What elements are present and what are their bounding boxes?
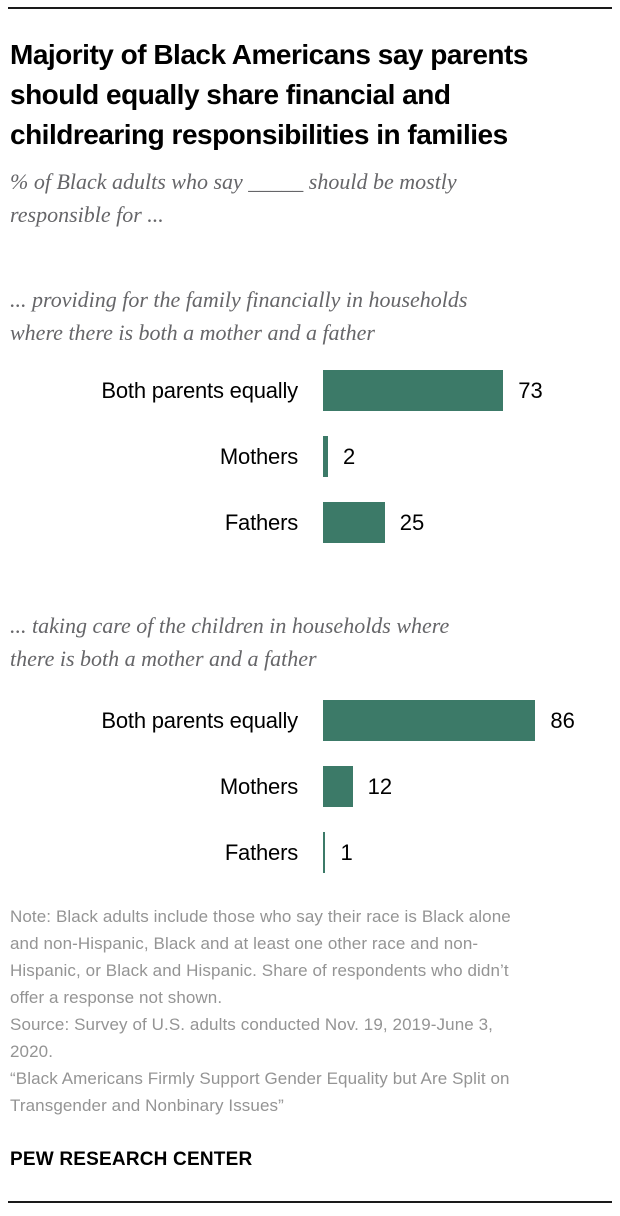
bar-row-fathers: Fathers 1	[10, 832, 610, 873]
chart-financial-title-line-2: where there is both a mother and a fathe…	[10, 320, 375, 345]
chart-financial-responsibility: ... providing for the family financially…	[10, 283, 610, 543]
bar-row-both-parents: Both parents equally 86	[10, 700, 610, 741]
note-line: and non-Hispanic, Black and at least one…	[10, 934, 479, 953]
subtitle-line-1: % of Black adults who say _____ should b…	[10, 169, 457, 194]
top-rule	[8, 7, 612, 9]
bar-row-mothers: Mothers 2	[10, 436, 610, 477]
bar-label: Both parents equally	[101, 707, 298, 733]
note-line: Hispanic, or Black and Hispanic. Share o…	[10, 961, 509, 980]
source-line: 2020.	[10, 1042, 54, 1061]
bar-row-fathers: Fathers 25	[10, 502, 610, 543]
bottom-rule	[8, 1201, 612, 1203]
bar-value: 86	[550, 707, 575, 733]
note-line: offer a response not shown.	[10, 988, 223, 1007]
chart-financial-title-line-1: ... providing for the family financially…	[10, 287, 468, 312]
chart-financial-bars: Both parents equally 73 Mothers 2 Father…	[10, 370, 610, 543]
page-title: Majority of Black Americans say parents …	[10, 35, 610, 155]
bar	[323, 766, 353, 807]
pew-research-center-wordmark: PEW RESEARCH CENTER	[10, 1149, 253, 1170]
bar-label: Fathers	[224, 509, 298, 535]
bar-label: Both parents equally	[101, 377, 298, 403]
footnotes: Note: Black adults include those who say…	[10, 903, 610, 1119]
bar-value: 73	[518, 377, 543, 403]
title-line-3: childrearing responsibilities in familie…	[10, 119, 508, 150]
source-line: Source: Survey of U.S. adults conducted …	[10, 1015, 494, 1034]
chart-childcare-title-line-1: ... taking care of the children in house…	[10, 613, 450, 638]
subtitle-line-2: responsible for ...	[10, 202, 164, 227]
bar	[323, 502, 385, 543]
chart-childcare-title-line-2: there is both a mother and a father	[10, 646, 317, 671]
page-subtitle: % of Black adults who say _____ should b…	[10, 165, 610, 231]
bar-row-mothers: Mothers 12	[10, 766, 610, 807]
bar	[323, 832, 326, 873]
bar-value: 1	[340, 839, 353, 865]
report-title-line: Transgender and Nonbinary Issues”	[10, 1096, 284, 1115]
bar-label: Mothers	[219, 443, 298, 469]
report-title-line: “Black Americans Firmly Support Gender E…	[10, 1069, 510, 1088]
bar-row-both-parents: Both parents equally 73	[10, 370, 610, 411]
title-line-2: should equally share financial and	[10, 79, 451, 110]
chart-childcare-responsibility: ... taking care of the children in house…	[10, 609, 610, 873]
bar-label: Mothers	[219, 773, 298, 799]
bar-value: 25	[399, 509, 425, 535]
bar	[323, 436, 328, 477]
bar-value: 12	[367, 773, 393, 799]
bar-label: Fathers	[224, 839, 298, 865]
bar	[323, 370, 504, 411]
chart-financial-title: ... providing for the family financially…	[10, 283, 610, 349]
note-line: Note: Black adults include those who say…	[10, 907, 511, 926]
chart-childcare-bars: Both parents equally 86 Mothers 12 Fathe…	[10, 700, 610, 873]
bar	[323, 700, 536, 741]
chart-childcare-title: ... taking care of the children in house…	[10, 609, 610, 675]
title-line-1: Majority of Black Americans say parents	[10, 39, 528, 70]
bar-value: 2	[342, 443, 356, 469]
